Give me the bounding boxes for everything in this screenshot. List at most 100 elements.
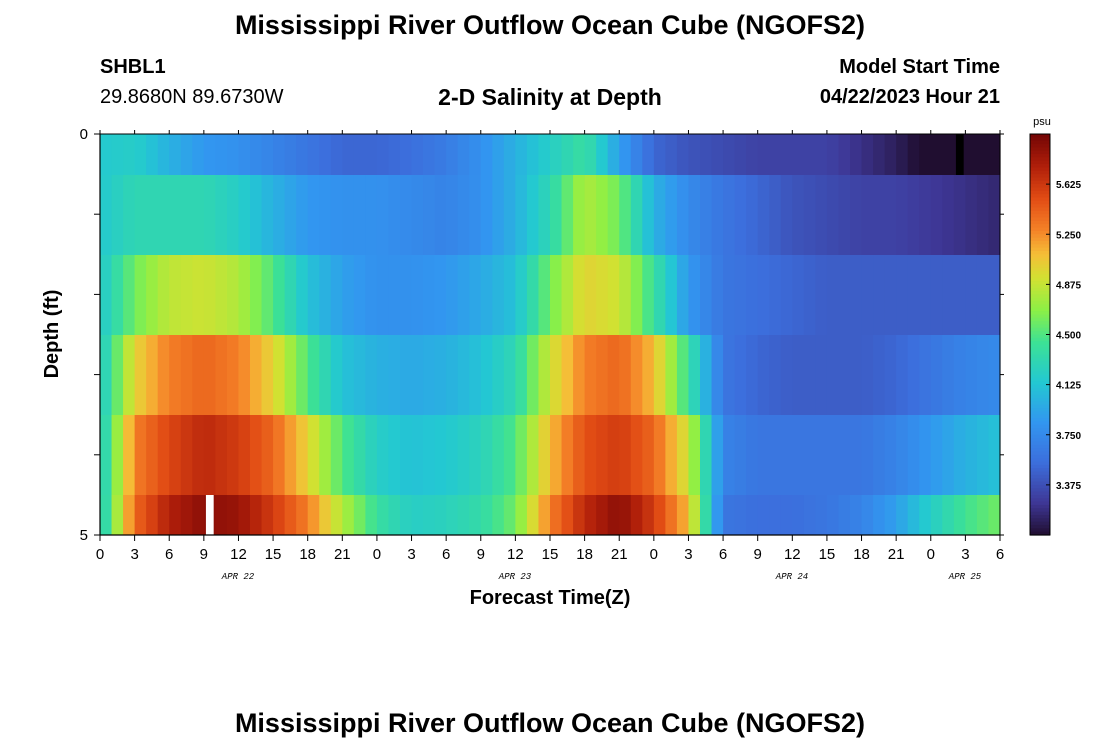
- heatmap-cell: [146, 335, 159, 415]
- heatmap-cell: [746, 495, 759, 535]
- colorbar-segment: [1030, 421, 1050, 426]
- heatmap-cell: [411, 415, 424, 495]
- x-tick-label: 9: [754, 546, 762, 563]
- heatmap-cell: [457, 175, 470, 255]
- heatmap-cell: [169, 335, 182, 415]
- heatmap-cell: [215, 415, 228, 495]
- heatmap-gap-cell: [955, 134, 964, 175]
- x-tick-label: 18: [576, 546, 593, 563]
- colorbar-segment: [1030, 464, 1050, 469]
- colorbar-tick-label: 5.250: [1056, 230, 1081, 241]
- colorbar-segment: [1030, 321, 1050, 326]
- colorbar-segment: [1030, 137, 1050, 142]
- heatmap-cell: [653, 415, 666, 495]
- heatmap-cell: [757, 175, 770, 255]
- heatmap-cell: [942, 175, 955, 255]
- heatmap-cell: [780, 415, 793, 495]
- colorbar-segment: [1030, 404, 1050, 409]
- colorbar-segment: [1030, 240, 1050, 245]
- colorbar-tick-label: 4.875: [1056, 280, 1081, 291]
- colorbar-segment: [1030, 180, 1050, 185]
- heatmap-cell: [480, 134, 493, 175]
- heatmap-cell: [538, 335, 551, 415]
- heatmap-cell: [711, 255, 724, 335]
- heatmap-cell: [215, 134, 228, 175]
- footer-title: Mississippi River Outflow Ocean Cube (NG…: [234, 708, 866, 738]
- heatmap-cell: [273, 335, 286, 415]
- heatmap-cell: [457, 415, 470, 495]
- heatmap-cell: [688, 495, 701, 535]
- heatmap-cell: [896, 495, 909, 535]
- colorbar-segment: [1030, 521, 1050, 526]
- heatmap-cell: [850, 415, 863, 495]
- heatmap-cell: [711, 175, 724, 255]
- colorbar-segment: [1030, 281, 1050, 285]
- colorbar-segment: [1030, 177, 1050, 182]
- chart-title: Mississippi River Outflow Ocean Cube (NG…: [234, 10, 866, 40]
- heatmap-cell: [596, 415, 609, 495]
- heatmap-cell: [711, 134, 724, 175]
- heatmap-cell: [273, 175, 286, 255]
- chart-axes: 050 3 6 9 12 15 18 21 0 3 6 9 12 15 18 21 0 3 6 9 12 15 18 21 0 3…: [80, 126, 1005, 582]
- heatmap-cell: [180, 255, 193, 335]
- heatmap-cell: [942, 134, 955, 175]
- heatmap-cell: [434, 134, 447, 175]
- heatmap-cell: [965, 495, 978, 535]
- heatmap-cell: [261, 134, 274, 175]
- heatmap-cell: [434, 415, 447, 495]
- heatmap-cell: [226, 255, 240, 335]
- heatmap-cell: [884, 415, 897, 495]
- heatmap-cell: [907, 415, 920, 495]
- heatmap-cell: [215, 255, 228, 335]
- heatmap-cell: [769, 175, 782, 255]
- heatmap-cell: [792, 415, 805, 495]
- heatmap-cell: [861, 335, 874, 415]
- heatmap-cell: [111, 335, 124, 415]
- heatmap-cell: [515, 335, 528, 415]
- colorbar-segment: [1030, 324, 1050, 329]
- heatmap-cell: [676, 134, 690, 175]
- heatmap-cell: [746, 175, 759, 255]
- heatmap-cell: [215, 335, 228, 415]
- heatmap-cell: [642, 134, 655, 175]
- heatmap-cell: [757, 495, 770, 535]
- heatmap-cell: [723, 415, 736, 495]
- heatmap-cell: [100, 134, 113, 175]
- colorbar-segment: [1030, 508, 1050, 513]
- heatmap-cell: [446, 335, 459, 415]
- heatmap-cell: [446, 415, 459, 495]
- heatmap-cell: [723, 134, 736, 175]
- heatmap-cell: [307, 134, 320, 175]
- heatmap-cell: [284, 335, 297, 415]
- heatmap-cell: [376, 175, 390, 255]
- heatmap-cell: [226, 335, 240, 415]
- heatmap-cell: [607, 134, 620, 175]
- colorbar-tick-label: 4.125: [1056, 381, 1081, 392]
- colorbar-segment: [1030, 524, 1050, 529]
- colorbar-segment: [1030, 428, 1050, 433]
- heatmap-cell: [607, 415, 620, 495]
- heatmap-cell: [930, 495, 943, 535]
- heatmap-cell: [538, 175, 551, 255]
- heatmap-cell: [111, 134, 124, 175]
- heatmap-cell: [250, 495, 263, 535]
- heatmap-cell: [907, 495, 920, 535]
- colorbar-segment: [1030, 154, 1050, 158]
- heatmap-cell: [700, 415, 713, 495]
- heatmap-cell: [803, 134, 816, 175]
- heatmap-cell: [203, 134, 216, 175]
- heatmap-cell: [250, 255, 263, 335]
- heatmap-cell: [665, 134, 678, 175]
- heatmap-cell: [342, 134, 355, 175]
- heatmap-cell: [307, 255, 320, 335]
- heatmap-cell: [284, 495, 297, 535]
- heatmap-cell: [123, 255, 136, 335]
- heatmap-cell: [180, 415, 193, 495]
- heatmap-cell: [815, 415, 828, 495]
- heatmap-cell: [134, 175, 147, 255]
- colorbar-segment: [1030, 174, 1050, 179]
- heatmap-cell: [596, 134, 609, 175]
- heatmap-cell: [226, 175, 240, 255]
- x-tick-label: 3: [961, 546, 969, 563]
- heatmap-cell: [146, 134, 159, 175]
